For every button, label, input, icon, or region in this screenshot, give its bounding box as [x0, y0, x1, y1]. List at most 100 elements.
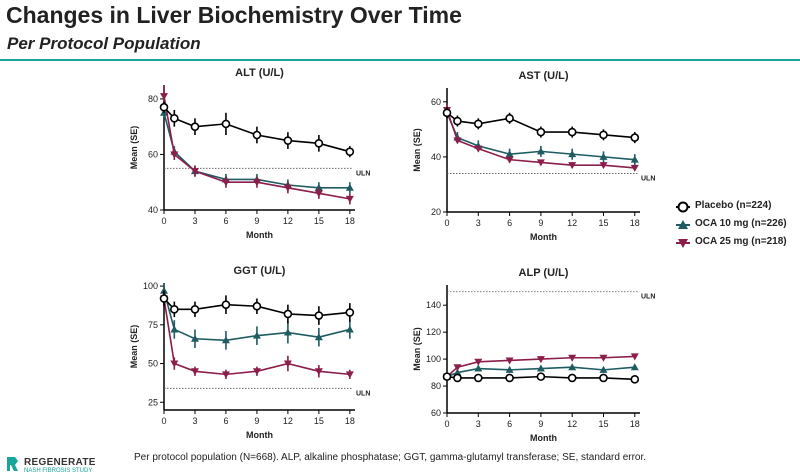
header-divider	[0, 59, 800, 61]
x-tick-label: 12	[567, 419, 577, 429]
data-point	[536, 372, 546, 381]
data-point	[170, 360, 179, 368]
x-tick-label: 3	[476, 419, 481, 429]
data-point	[160, 93, 168, 101]
x-axis-label: Month	[530, 232, 557, 242]
data-point	[453, 137, 462, 145]
y-tick-label: 40	[148, 205, 158, 215]
x-tick-label: 9	[254, 416, 259, 426]
y-tick-label: 60	[431, 97, 441, 107]
data-point	[599, 162, 608, 170]
logo-subtitle: NASH FIBROSIS STUDY	[24, 468, 93, 474]
x-tick-label: 9	[538, 218, 543, 228]
data-point	[221, 119, 231, 129]
data-point	[568, 150, 577, 158]
x-tick-label: 9	[538, 419, 543, 429]
y-tick-label: 100	[426, 354, 441, 364]
data-point	[630, 375, 640, 384]
data-point	[252, 301, 262, 311]
data-point	[159, 102, 169, 112]
data-point	[630, 164, 639, 172]
data-point	[453, 364, 462, 372]
chart-title: AST (U/L)	[518, 70, 568, 82]
y-axis-label: Mean (SE)	[129, 126, 139, 170]
data-point	[314, 190, 323, 198]
x-axis-label: Month	[530, 433, 557, 443]
data-point	[474, 364, 483, 372]
data-point	[345, 308, 355, 317]
legend-item-oca25: OCA 25 mg (n=218)	[676, 234, 800, 252]
data-point	[630, 353, 639, 361]
footnote: Per protocol population (N=668). ALP, al…	[134, 452, 647, 463]
y-tick-label: 60	[431, 408, 441, 418]
data-point	[345, 183, 354, 191]
data-point	[473, 119, 483, 129]
x-tick-label: 0	[161, 416, 166, 426]
data-point	[599, 354, 608, 362]
data-point	[314, 311, 324, 320]
x-tick-label: 15	[598, 218, 608, 228]
legend-label-oca25: OCA 25 mg (n=218)	[695, 236, 787, 247]
series-line	[163, 95, 350, 200]
legend-label-oca10: OCA 10 mg (n=226)	[695, 218, 787, 229]
page-title: Changes in Liver Biochemistry Over Time	[6, 2, 462, 28]
data-point	[453, 368, 462, 376]
x-tick-label: 18	[345, 416, 355, 426]
chart-title: ALP (U/L)	[519, 267, 569, 279]
x-tick-label: 6	[223, 416, 228, 426]
data-point	[190, 122, 200, 131]
data-point	[252, 331, 261, 339]
y-tick-label: 50	[148, 359, 158, 369]
data-point	[221, 300, 231, 309]
data-point	[170, 151, 179, 159]
data-point	[630, 133, 640, 142]
y-tick-label: 25	[148, 397, 158, 407]
legend-item-oca10: OCA 10 mg (n=226)	[676, 216, 800, 234]
y-axis-label: Mean (SE)	[412, 327, 422, 371]
triangle-down-marker-icon	[676, 239, 690, 248]
series-placebo	[159, 290, 355, 325]
data-point	[568, 162, 577, 170]
y-tick-label: 75	[148, 320, 158, 330]
series-oca25	[443, 104, 639, 172]
series-line	[163, 112, 350, 189]
data-point	[474, 145, 483, 153]
chart-panel-ggt: GGT (U/L) 25 50 75 100 0 3 6 9 12 15 18 Month Mean (S…	[129, 265, 370, 440]
x-tick-label: 15	[314, 216, 324, 226]
data-point	[473, 373, 483, 383]
data-point	[252, 130, 262, 140]
series-line	[163, 290, 351, 342]
y-tick-label: 100	[143, 281, 158, 291]
y-tick-label: 80	[431, 381, 441, 391]
data-point	[221, 179, 230, 187]
y-tick-label: 140	[426, 300, 441, 310]
x-tick-label: 9	[254, 216, 259, 226]
x-tick-label: 6	[223, 216, 228, 226]
y-tick-label: 120	[426, 327, 441, 337]
x-tick-label: 18	[630, 419, 640, 429]
series-line	[446, 109, 635, 169]
x-tick-label: 6	[507, 419, 512, 429]
data-point	[536, 159, 545, 167]
data-point	[442, 372, 452, 381]
x-tick-label: 3	[192, 416, 197, 426]
data-point	[221, 371, 230, 379]
data-point	[190, 168, 199, 176]
data-point	[567, 373, 577, 383]
data-point	[190, 334, 199, 342]
series-line	[163, 298, 350, 376]
data-point	[252, 179, 261, 187]
data-point	[160, 286, 168, 294]
legend-item-placebo: Placebo (n=224)	[676, 198, 800, 216]
data-point	[283, 360, 292, 368]
data-point	[442, 108, 452, 118]
data-point	[159, 294, 169, 303]
y-tick-label: 60	[148, 149, 158, 159]
y-axis-label: Mean (SE)	[412, 128, 422, 172]
x-tick-label: 12	[283, 416, 293, 426]
data-point	[345, 195, 354, 203]
data-point	[314, 183, 323, 191]
data-point	[505, 114, 514, 123]
data-point	[599, 373, 608, 383]
